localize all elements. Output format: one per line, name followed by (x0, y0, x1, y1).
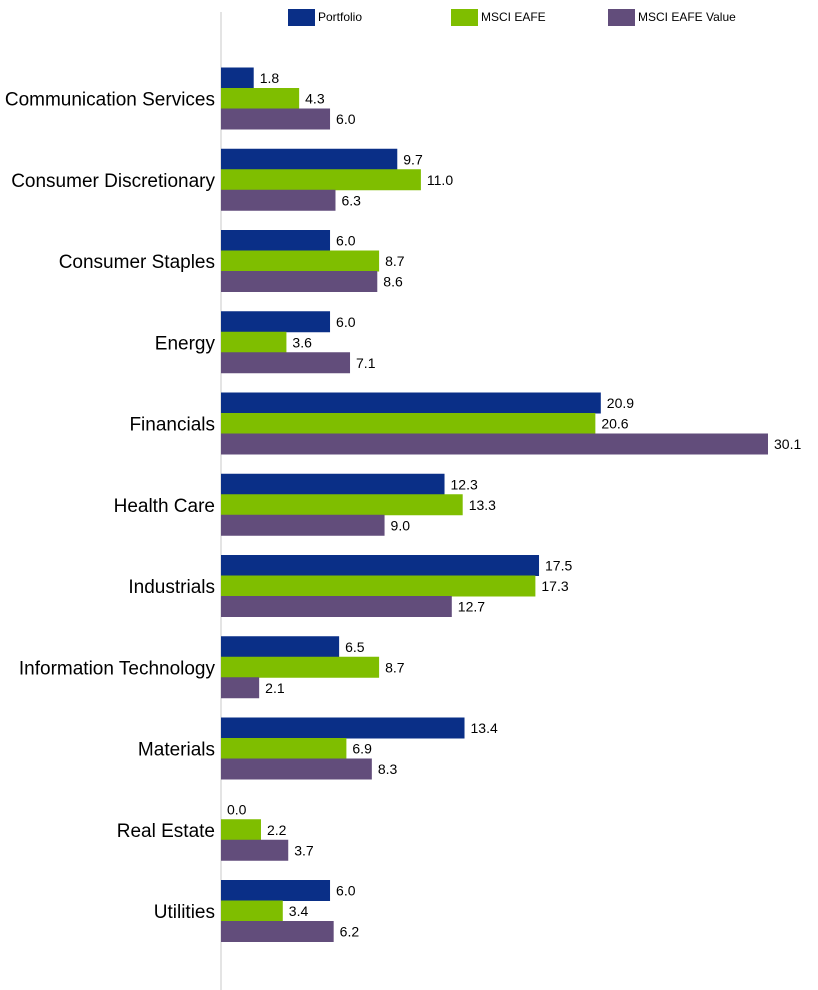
value-label-portfolio: 20.9 (607, 395, 634, 411)
bar-msci-eafe (221, 900, 283, 922)
category-label: Consumer Staples (59, 252, 215, 273)
value-label-msci-eafe: 8.7 (385, 253, 405, 269)
value-label-msci-eafe-value: 6.0 (336, 111, 356, 127)
bar-msci-eafe-value (221, 514, 385, 536)
bar-portfolio (221, 636, 340, 658)
value-label-portfolio: 6.0 (336, 233, 356, 249)
category-label: Consumer Discretionary (11, 171, 215, 192)
bar-msci-eafe (221, 494, 463, 516)
bar-msci-eafe (221, 331, 287, 353)
category-group-consumer-staples: Consumer Staples 6.0 8.7 8.6 (59, 230, 405, 292)
bars-group: Communication Services1.84.36.0Consumer … (5, 67, 801, 942)
bar-portfolio (221, 717, 465, 739)
bar-portfolio (221, 230, 331, 251)
category-group-financials: Financials 20.9 20.6 30.1 (129, 392, 801, 455)
bar-msci-eafe (221, 819, 261, 841)
value-label-portfolio: 13.4 (471, 720, 498, 736)
value-label-portfolio: 6.0 (336, 883, 356, 899)
bar-msci-eafe (221, 250, 380, 272)
bar-msci-eafe-value (221, 596, 452, 617)
legend: Portfolio MSCI EAFE MSCI EAFE Value (288, 9, 736, 26)
value-label-msci-eafe: 2.2 (267, 822, 287, 838)
value-label-msci-eafe: 20.6 (601, 416, 628, 432)
value-label-msci-eafe-value: 2.1 (265, 680, 285, 696)
value-label-msci-eafe-value: 7.1 (356, 355, 376, 371)
category-group-real-estate: Real Estate 0.0 2.2 3.7 (117, 801, 314, 861)
category-label: Industrials (128, 577, 215, 598)
bar-portfolio (221, 880, 331, 901)
value-label-msci-eafe: 6.9 (352, 741, 372, 757)
category-label: Energy (155, 333, 216, 354)
bar-portfolio (221, 392, 601, 414)
value-label-portfolio: 0.0 (227, 801, 247, 817)
value-label-portfolio: 6.5 (345, 639, 365, 655)
bar-msci-eafe-value (221, 839, 289, 861)
category-group-materials: Materials 13.4 6.9 8.3 (138, 717, 498, 780)
category-group-energy: Energy 6.0 3.6 7.1 (155, 311, 376, 374)
bar-portfolio (221, 555, 540, 576)
bar-msci-eafe-value (221, 352, 351, 374)
value-label-msci-eafe-value: 9.0 (391, 517, 411, 533)
value-label-msci-eafe-value: 30.1 (774, 436, 801, 452)
category-label: Financials (129, 415, 215, 436)
value-label-portfolio: 17.5 (545, 558, 572, 574)
value-label-msci-eafe-value: 6.2 (340, 924, 360, 940)
legend-swatch-msci-eafe-value (608, 9, 635, 26)
value-label-msci-eafe-value: 3.7 (294, 842, 314, 858)
value-label-msci-eafe-value: 12.7 (458, 599, 485, 615)
bar-msci-eafe-value (221, 677, 260, 699)
value-label-portfolio: 1.8 (260, 70, 280, 86)
legend-label-portfolio: Portfolio (318, 10, 362, 24)
bar-portfolio (221, 148, 398, 170)
category-label: Health Care (114, 496, 215, 517)
category-group-utilities: Utilities 6.0 3.4 6.2 (154, 880, 360, 942)
value-label-portfolio: 12.3 (451, 476, 478, 492)
bar-msci-eafe-value (221, 758, 372, 780)
bar-msci-eafe (221, 88, 300, 109)
value-label-msci-eafe: 4.3 (305, 91, 325, 107)
value-label-msci-eafe: 17.3 (541, 578, 568, 594)
value-label-portfolio: 9.7 (403, 151, 423, 167)
category-label: Real Estate (117, 821, 215, 842)
category-group-industrials: Industrials 17.5 17.3 12.7 (128, 555, 572, 617)
bar-msci-eafe-value (221, 921, 334, 942)
legend-swatch-msci-eafe (451, 9, 478, 26)
value-label-msci-eafe: 11.0 (427, 172, 453, 188)
value-label-portfolio: 6.0 (336, 314, 356, 330)
category-label: Communication Services (5, 90, 215, 111)
bar-portfolio (221, 311, 331, 333)
bar-msci-eafe (221, 656, 380, 678)
bar-msci-eafe (221, 738, 347, 759)
category-group-communication-services: Communication Services 1.8 4.3 6.0 (5, 67, 356, 130)
value-label-msci-eafe: 3.6 (292, 334, 312, 350)
legend-label-msci-eafe-value: MSCI EAFE Value (638, 10, 736, 24)
value-label-msci-eafe: 8.7 (385, 659, 405, 675)
bar-portfolio (221, 473, 445, 495)
legend-swatch-portfolio (288, 9, 315, 26)
category-label: Materials (138, 740, 215, 761)
legend-label-msci-eafe: MSCI EAFE (481, 10, 546, 24)
bar-msci-eafe-value (221, 108, 331, 130)
value-label-msci-eafe-value: 8.3 (378, 761, 398, 777)
bar-msci-eafe-value (221, 189, 336, 211)
value-label-msci-eafe-value: 6.3 (341, 192, 361, 208)
bar-portfolio (221, 67, 254, 89)
value-label-msci-eafe: 13.3 (469, 497, 496, 513)
category-label: Information Technology (19, 658, 216, 679)
bar-msci-eafe (221, 169, 421, 191)
bar-msci-eafe (221, 413, 596, 434)
value-label-msci-eafe: 3.4 (289, 903, 309, 919)
category-group-health-care: Health Care 12.3 13.3 9.0 (114, 473, 496, 536)
bar-msci-eafe-value (221, 433, 768, 455)
category-group-information-technology: Information Technology 6.5 8.7 2.1 (19, 636, 405, 699)
value-label-msci-eafe-value: 8.6 (383, 274, 403, 290)
category-label: Utilities (154, 902, 215, 923)
category-group-consumer-discretionary: Consumer Discretionary 9.711.0 6.3 (11, 148, 453, 211)
bar-msci-eafe-value (221, 271, 378, 292)
bar-msci-eafe (221, 575, 536, 597)
